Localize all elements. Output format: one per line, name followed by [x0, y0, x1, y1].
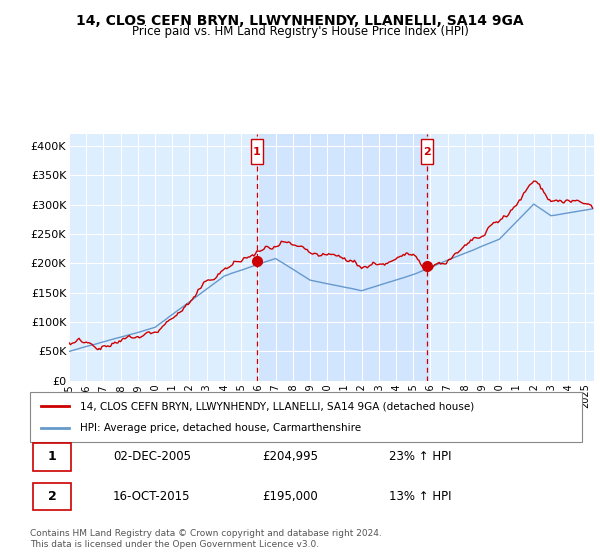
Text: Price paid vs. HM Land Registry's House Price Index (HPI): Price paid vs. HM Land Registry's House … — [131, 25, 469, 38]
Text: 1: 1 — [253, 147, 261, 157]
Text: £204,995: £204,995 — [262, 450, 318, 464]
Text: HPI: Average price, detached house, Carmarthenshire: HPI: Average price, detached house, Carm… — [80, 423, 361, 433]
FancyBboxPatch shape — [33, 483, 71, 510]
Text: Contains HM Land Registry data © Crown copyright and database right 2024.
This d: Contains HM Land Registry data © Crown c… — [30, 529, 382, 549]
Bar — [257, 134, 427, 381]
Text: £195,000: £195,000 — [262, 489, 317, 503]
Text: 14, CLOS CEFN BRYN, LLWYNHENDY, LLANELLI, SA14 9GA (detached house): 14, CLOS CEFN BRYN, LLWYNHENDY, LLANELLI… — [80, 401, 474, 411]
Bar — [251, 139, 263, 164]
Text: 2: 2 — [423, 147, 431, 157]
Text: 16-OCT-2015: 16-OCT-2015 — [113, 489, 190, 503]
Text: 2: 2 — [48, 489, 56, 503]
Text: 14, CLOS CEFN BRYN, LLWYNHENDY, LLANELLI, SA14 9GA: 14, CLOS CEFN BRYN, LLWYNHENDY, LLANELLI… — [76, 14, 524, 28]
Bar — [421, 139, 433, 164]
Text: 13% ↑ HPI: 13% ↑ HPI — [389, 489, 451, 503]
FancyBboxPatch shape — [30, 392, 582, 442]
FancyBboxPatch shape — [33, 444, 71, 470]
Text: 1: 1 — [48, 450, 56, 464]
Text: 02-DEC-2005: 02-DEC-2005 — [113, 450, 191, 464]
Text: 23% ↑ HPI: 23% ↑ HPI — [389, 450, 451, 464]
